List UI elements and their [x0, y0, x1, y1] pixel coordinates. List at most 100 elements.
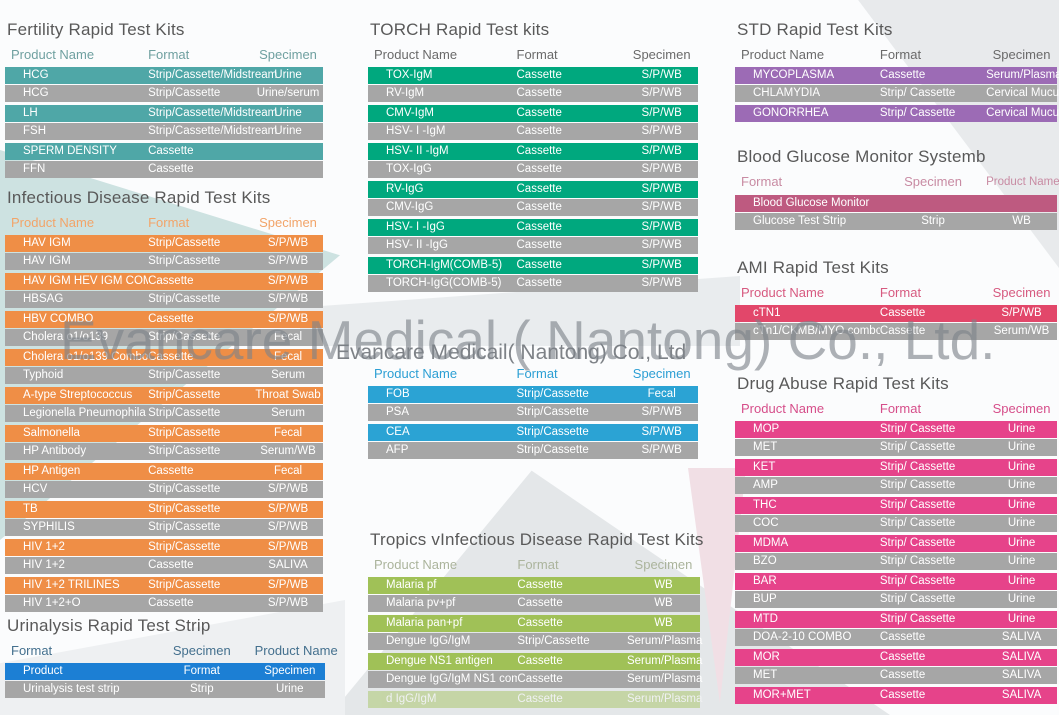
- cell-product-name: TB: [23, 503, 38, 515]
- cell-format: Cassette: [148, 163, 194, 175]
- column-product-name: Product Name: [11, 215, 95, 230]
- cell-format: Cassette: [516, 125, 562, 137]
- cell-specimen: [253, 161, 323, 178]
- cell-product-name: GONORRHEA: [753, 107, 829, 119]
- cell-product-name: HIV 1+2: [23, 559, 65, 571]
- cell-product-name: cTn1/CKMB/MYO combo: [753, 325, 880, 337]
- cell-product-name: HIV 1+2 TRILINES: [23, 579, 120, 591]
- cell-specimen: S/P/WB: [267, 293, 309, 305]
- cell-product-name: Cholera o1/o139: [23, 331, 109, 343]
- urinalysis-table: Urinalysis Rapid Test Strip Format Speci…: [5, 616, 338, 701]
- cell-format: Cassette: [516, 277, 562, 289]
- cell-specimen: S/P/WB: [641, 87, 682, 99]
- cell-specimen: Urine: [1007, 517, 1036, 529]
- cell-specimen: Urine: [1007, 479, 1036, 491]
- tropics-table: Tropics vInfectious Disease Rapid Test K…: [368, 530, 704, 709]
- cell-product-name: HBSAG: [23, 293, 64, 305]
- cell-format: Cassette: [148, 351, 194, 363]
- table-row: HSV- II -IgG Cassette S/P/WB: [368, 237, 698, 254]
- table-rows: MYCOPLASMA Cassette Serum/Plasma CHLAMYDIA S…: [735, 67, 1059, 122]
- cell-specimen: Urine: [1007, 461, 1036, 473]
- table-row: MDMA Strip/ Cassette Urine: [735, 535, 1057, 552]
- cell-specimen: S/P/WB: [267, 541, 309, 553]
- cell-specimen: S/P/WB: [641, 183, 682, 195]
- cell-format: Strip/Cassette: [148, 407, 221, 419]
- cell-format: Strip/Cassette: [148, 331, 221, 343]
- table-title: Drug Abuse Rapid Test Kits: [737, 374, 949, 393]
- table-rows: FOB Strip/Cassette Fecal PSA Strip/Cassette S…: [368, 386, 698, 459]
- cell-specimen: Urine: [1007, 593, 1036, 605]
- table-row: HIV 1+2 Strip/Cassette S/P/WB: [5, 539, 323, 556]
- cell-product-name: PSA: [386, 406, 410, 418]
- cell-specimen: S/P/WB: [641, 125, 682, 137]
- cell-specimen: S/P/WB: [641, 277, 682, 289]
- cell-format: Cassette: [516, 87, 562, 99]
- cell-product-name: MTD: [753, 613, 778, 625]
- cell-specimen: Urine: [1007, 499, 1036, 511]
- cell-product-name: MYCOPLASMA: [753, 69, 835, 81]
- cell-specimen: S/P/WB: [641, 107, 682, 119]
- cell-product-name: HCV: [23, 483, 48, 495]
- cell-product-name: CEA: [386, 426, 410, 438]
- table-row: FSH Strip/Cassette/Midstream Urine: [5, 123, 323, 140]
- cell-product-name: AFP: [386, 444, 409, 456]
- cell-specimen: S/P/WB: [267, 597, 309, 609]
- cell-format: Strip/Cassette: [148, 445, 221, 457]
- table-row: HBSAG Strip/Cassette S/P/WB: [5, 291, 323, 308]
- table-row: GONORRHEA Strip/ Cassette Cervical Mucus: [735, 105, 1059, 122]
- table-row: SPERM DENSITY Cassette: [5, 143, 323, 160]
- cell-product-name: Malaria pv+pf: [386, 597, 456, 609]
- cell-product-name: BUP: [753, 593, 777, 605]
- cell-format: Strip/Cassette: [148, 503, 221, 515]
- column-format: Format: [516, 47, 558, 62]
- table-row: HAV IGM Strip/Cassette S/P/WB: [5, 253, 323, 270]
- table-title: Tropics vInfectious Disease Rapid Test K…: [370, 530, 704, 549]
- cell-format: Strip/ Cassette: [879, 555, 956, 567]
- cell-specimen: [986, 195, 1057, 212]
- cell-specimen: Urine: [276, 683, 304, 695]
- column-product-name: Product Name: [741, 47, 825, 62]
- cell-product-name: HP Antigen: [23, 465, 81, 477]
- cell-specimen: S/P/WB: [641, 259, 682, 271]
- cell-format: Cassette: [879, 325, 926, 337]
- column-format: Format: [11, 643, 53, 658]
- column-specimen: Specimen: [634, 557, 693, 572]
- cell-specimen: S/P/WB: [267, 483, 309, 495]
- cell-format: Cassette: [879, 307, 926, 319]
- table-row: cTn1/CKMB/MYO combo Cassette Serum/WB: [735, 323, 1057, 340]
- table-row: MOP Strip/ Cassette Urine: [735, 421, 1057, 438]
- table-row: Legionella Pneumophila Strip/Cassette Seru…: [5, 405, 323, 422]
- table-row: HAV IGM Strip/Cassette S/P/WB: [5, 235, 323, 252]
- cell-format: Strip/ Cassette: [879, 613, 956, 625]
- cell-product-name: HAV IGM: [23, 237, 71, 249]
- column-headers: Product Name Format Specimen: [735, 285, 1057, 300]
- table-row: CMV-IgG Cassette S/P/WB: [368, 199, 698, 216]
- cell-format: Cassette: [879, 651, 926, 663]
- tumor-marker-table: Product Name Format Specimen FOB Strip/Ca…: [368, 366, 698, 462]
- cell-format: Cassette: [148, 275, 194, 287]
- cell-format: Strip/Cassette: [148, 87, 221, 99]
- column-headers: Product Name Format Specimen: [735, 401, 1057, 416]
- cell-product-name: Urinalysis test strip: [23, 683, 120, 695]
- table-rows: MOP Strip/ Cassette Urine MET Strip/ Cassett…: [735, 421, 1057, 704]
- cell-format: Strip/Cassette/Midstream: [148, 125, 278, 137]
- std-table: STD Rapid Test Kits Product Name Format …: [735, 20, 1059, 123]
- column-format: Format: [148, 215, 190, 230]
- table-row: Malaria pv+pf Cassette WB: [368, 595, 700, 612]
- column-specimen: Specimen: [904, 174, 962, 189]
- cell-specimen: Cervical Mucus: [986, 107, 1059, 119]
- cell-format: Cassette: [516, 183, 562, 195]
- cell-specimen: S/P/WB: [267, 521, 309, 533]
- cell-product-name: HAV IGM HEV IGM COMBO: [23, 275, 149, 287]
- table-row: MYCOPLASMA Cassette Serum/Plasma: [735, 67, 1059, 84]
- column-product-name: Product Name: [374, 366, 458, 381]
- cell-format: Strip/Cassette: [516, 406, 589, 418]
- cell-format: Strip/Cassette: [148, 369, 221, 381]
- cell-product-name: FFN: [23, 163, 46, 175]
- column-headers: Product Name Format Specimen: [368, 47, 698, 62]
- cell-product-name: BZO: [753, 555, 777, 567]
- column-format: Format: [879, 47, 922, 62]
